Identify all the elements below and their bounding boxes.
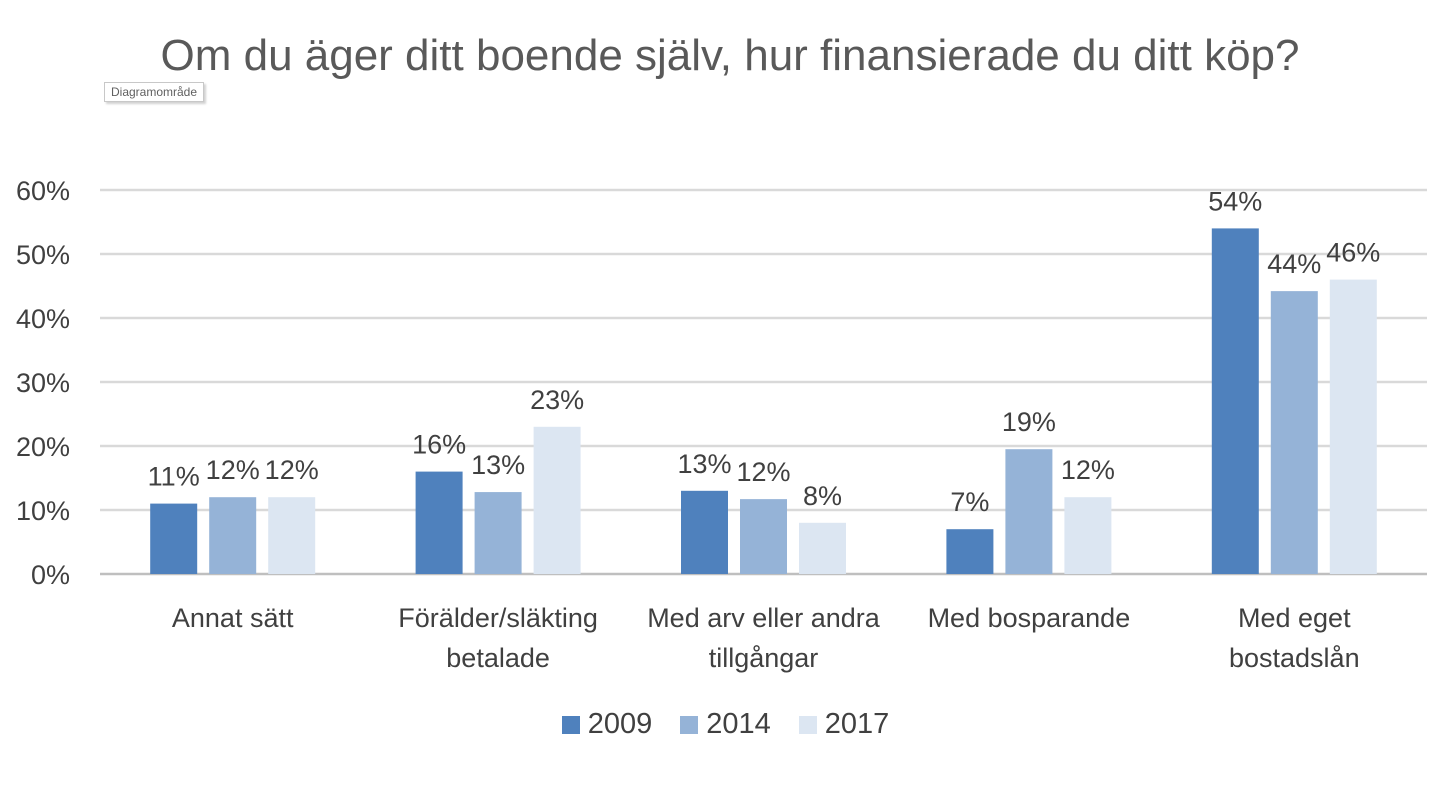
y-tick-label: 30% xyxy=(16,368,70,398)
data-label: 7% xyxy=(950,487,989,517)
data-label: 13% xyxy=(677,449,731,479)
y-tick-label: 20% xyxy=(16,432,70,462)
x-category-label: Annat sätt xyxy=(172,603,294,633)
chart-area-tooltip: Diagramområde xyxy=(104,82,205,102)
legend-item-2009: 2009 xyxy=(561,708,653,741)
bar-2014 xyxy=(474,492,522,574)
legend-label-2014: 2014 xyxy=(706,708,771,740)
bar-2017 xyxy=(1329,279,1377,574)
bar-2009 xyxy=(681,490,728,574)
x-category-label: bostadslån xyxy=(1229,643,1360,673)
x-category-label: betalade xyxy=(446,643,550,673)
bar-2014 xyxy=(1005,449,1053,574)
data-label: 23% xyxy=(530,385,584,415)
x-category-label: Med eget xyxy=(1238,603,1351,633)
data-label: 8% xyxy=(803,481,842,511)
chart-title: Om du äger ditt boende själv, hur finans… xyxy=(160,31,1300,80)
data-label: 12% xyxy=(265,455,319,485)
bar-2009 xyxy=(415,471,463,574)
data-label: 46% xyxy=(1326,238,1380,268)
bar-2014 xyxy=(209,497,257,574)
x-category-label: tillgångar xyxy=(709,643,819,673)
bar-2009 xyxy=(1211,228,1259,574)
x-category-label: Med arv eller andra xyxy=(647,603,881,633)
legend-swatch-2009 xyxy=(561,715,580,734)
bar-2017 xyxy=(268,497,316,574)
data-label: 54% xyxy=(1208,186,1262,216)
y-tick-label: 10% xyxy=(16,496,70,526)
data-label: 12% xyxy=(1061,455,1115,485)
bar-2014 xyxy=(740,499,787,574)
y-tick-label: 40% xyxy=(16,304,70,334)
data-label: 13% xyxy=(471,450,525,480)
data-label: 44% xyxy=(1267,249,1321,279)
x-category-label: Förälder/släkting xyxy=(398,603,598,633)
data-label: 19% xyxy=(1002,407,1056,437)
legend-item-2017: 2017 xyxy=(798,708,890,741)
y-tick-label: 50% xyxy=(16,240,70,270)
legend-swatch-2014 xyxy=(680,715,699,734)
bar-2017 xyxy=(799,522,846,574)
y-tick-label: 0% xyxy=(31,560,70,590)
data-label: 16% xyxy=(412,430,466,460)
data-label: 12% xyxy=(206,455,260,485)
legend-item-2014: 2014 xyxy=(680,708,771,741)
y-tick-label: 60% xyxy=(16,176,70,206)
bar-2017 xyxy=(1064,497,1112,574)
legend: 2009 2014 2017 xyxy=(0,708,1451,741)
bar-2009 xyxy=(150,503,198,574)
bar-2014 xyxy=(1270,291,1318,574)
data-label: 12% xyxy=(736,457,790,487)
legend-label-2017: 2017 xyxy=(824,708,890,740)
bar-2009 xyxy=(946,529,994,574)
legend-label-2009: 2009 xyxy=(587,708,653,740)
legend-swatch-2017 xyxy=(798,715,817,734)
x-category-label: Med bosparande xyxy=(928,603,1131,633)
bar-2017 xyxy=(533,426,581,574)
data-label: 11% xyxy=(148,462,200,492)
